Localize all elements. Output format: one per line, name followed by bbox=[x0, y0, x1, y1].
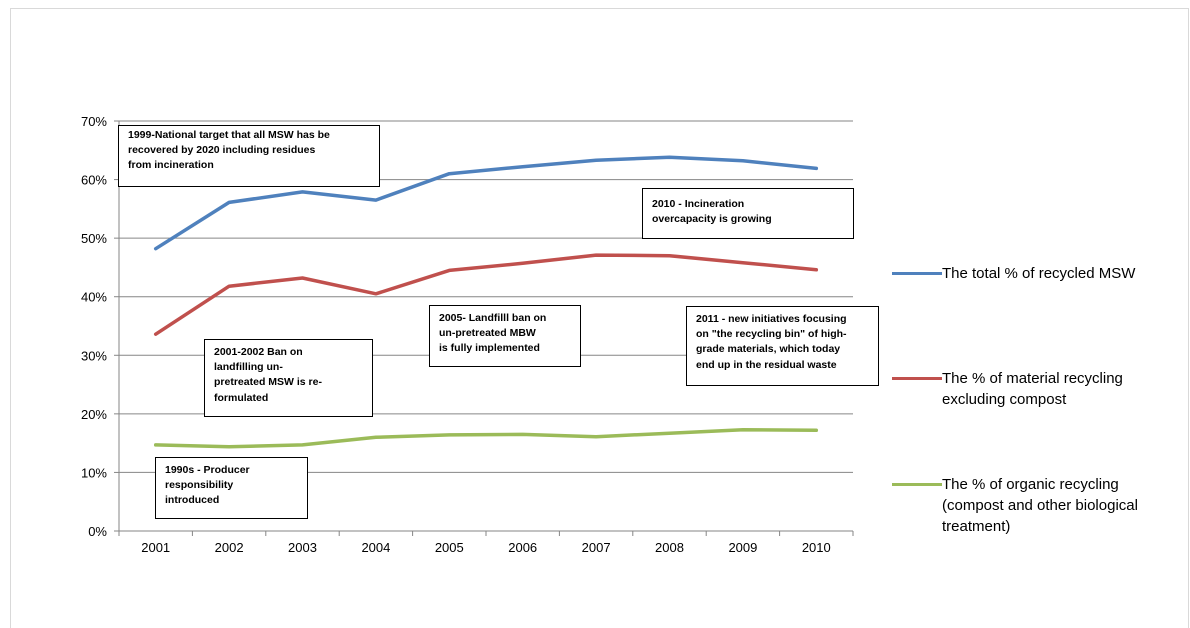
series-line-1 bbox=[153, 155, 819, 251]
series-lines bbox=[153, 155, 819, 449]
legend-swatch-total bbox=[892, 272, 942, 275]
x-tick-label: 2006 bbox=[508, 540, 537, 555]
x-tick-label: 2010 bbox=[802, 540, 831, 555]
x-tick-label: 2002 bbox=[215, 540, 244, 555]
legend-label-organic: The % of organic recycling (compost and … bbox=[942, 476, 1138, 535]
axes bbox=[114, 120, 854, 536]
legend-label-total: The total % of recycled MSW bbox=[942, 265, 1136, 282]
y-tick-label: 50% bbox=[81, 231, 107, 246]
series-line-2 bbox=[153, 253, 819, 336]
series-line-3 bbox=[153, 427, 819, 449]
legend-label-material: The % of material recycling excluding co… bbox=[942, 370, 1123, 408]
x-tick-label: 2004 bbox=[361, 540, 390, 555]
y-tick-label: 20% bbox=[81, 407, 107, 422]
y-tick-label: 0% bbox=[88, 524, 107, 539]
y-tick-label: 10% bbox=[81, 465, 107, 480]
annotation-1990s-producer: 1990s - Producer responsibility introduc… bbox=[155, 457, 308, 519]
x-tick-label: 2009 bbox=[728, 540, 757, 555]
y-tick-label: 40% bbox=[81, 290, 107, 305]
annotation-2001-2002-ban: 2001-2002 Ban on landfilling un- pretrea… bbox=[204, 339, 373, 417]
chart-frame bbox=[10, 8, 1189, 628]
annotation-2005-landfill-ban: 2005- Landfilll ban on un-pretreated MBW… bbox=[429, 305, 581, 367]
y-tick-label: 60% bbox=[81, 173, 107, 188]
x-tick-label: 2008 bbox=[655, 540, 684, 555]
annotation-1999-target: 1999-National target that all MSW has be… bbox=[118, 125, 380, 187]
annotation-2011-initiatives: 2011 - new initiatives focusing on "the … bbox=[686, 306, 879, 386]
x-tick-label: 2001 bbox=[141, 540, 170, 555]
x-tick-labels: 2001 2002 2003 2004 2005 2006 2007 2008 2009 2010 bbox=[141, 540, 831, 555]
legend-swatch-organic bbox=[892, 483, 942, 486]
y-tick-label: 70% bbox=[81, 114, 107, 129]
legend-swatch-material bbox=[892, 377, 942, 380]
y-tick-labels: 0% 10% 20% 30% 40% 50% 60% 70% bbox=[81, 114, 107, 539]
annotation-2010-incineration: 2010 - Incineration overcapacity is grow… bbox=[642, 188, 854, 239]
y-tick-label: 30% bbox=[81, 348, 107, 363]
x-tick-label: 2003 bbox=[288, 540, 317, 555]
x-tick-label: 2005 bbox=[435, 540, 464, 555]
x-tick-label: 2007 bbox=[582, 540, 611, 555]
